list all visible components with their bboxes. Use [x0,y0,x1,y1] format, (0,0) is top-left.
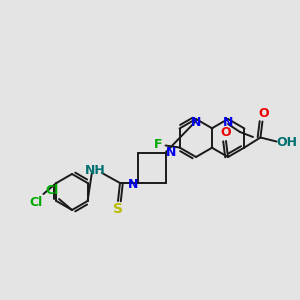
Text: NH: NH [85,164,105,176]
Text: N: N [166,146,176,158]
Text: OH: OH [276,136,297,149]
Text: Cl: Cl [30,196,43,208]
Text: S: S [113,202,123,216]
Text: O: O [258,107,269,120]
Text: N: N [191,116,201,130]
Text: Cl: Cl [45,184,58,197]
Text: N: N [128,178,138,190]
Text: O: O [221,127,231,140]
Text: F: F [154,138,163,151]
Text: N: N [223,116,233,128]
